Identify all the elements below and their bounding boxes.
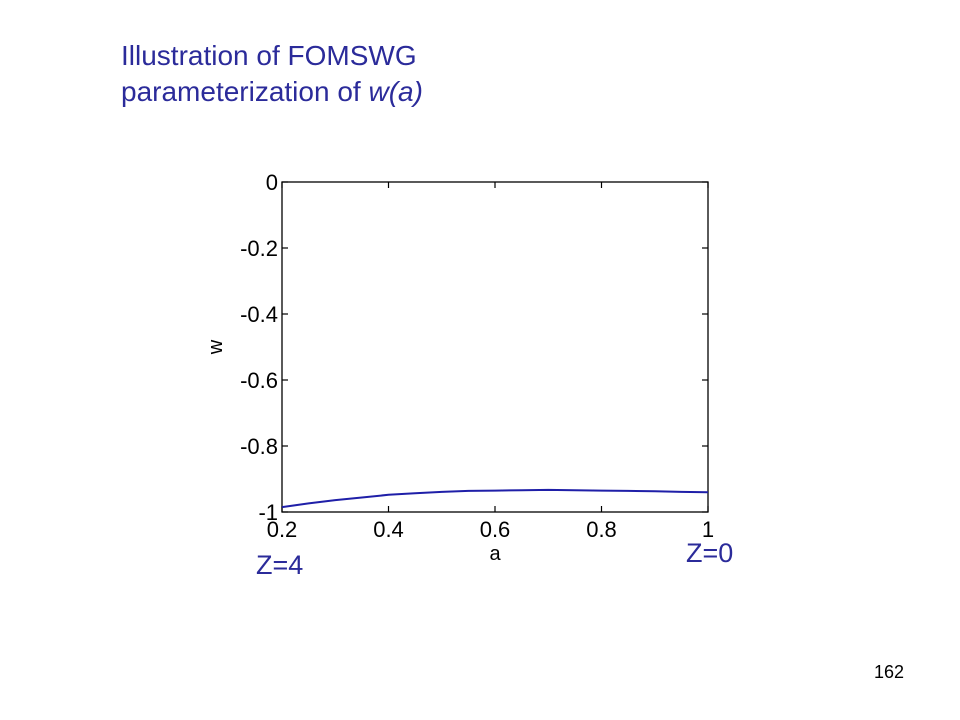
x-tick-label: 0.2 <box>267 517 298 542</box>
y-tick-label: -0.6 <box>240 368 278 393</box>
title-line-1: Illustration of FOMSWG <box>121 40 417 71</box>
y-axis-label: w <box>205 339 227 355</box>
x-tick-label: 0.8 <box>586 517 617 542</box>
x-axis-label: a <box>489 543 501 565</box>
slide-title: Illustration of FOMSWG parameterization … <box>121 38 423 110</box>
x-tick-label: 1 <box>702 517 714 542</box>
title-line-2-italic: w(a) <box>368 76 423 107</box>
annotation-z4: Z=4 <box>256 550 304 580</box>
x-tick-label: 0.6 <box>480 517 511 542</box>
y-tick-label: 0 <box>266 170 278 195</box>
y-tick-label: -0.4 <box>240 302 278 327</box>
series-line <box>281 488 709 509</box>
y-tick-label: -0.8 <box>240 434 278 459</box>
y-tick-label: -0.2 <box>240 236 278 261</box>
x-tick-label: 0.4 <box>373 517 404 542</box>
title-line-2-prefix: parameterization of <box>121 76 369 107</box>
plot-frame <box>281 181 709 513</box>
page-number: 162 <box>873 662 904 682</box>
annotation-z0: Z=0 <box>686 538 734 568</box>
y-tick-label: -1 <box>258 500 278 525</box>
title-line-2: parameterization of w(a) <box>121 74 423 110</box>
